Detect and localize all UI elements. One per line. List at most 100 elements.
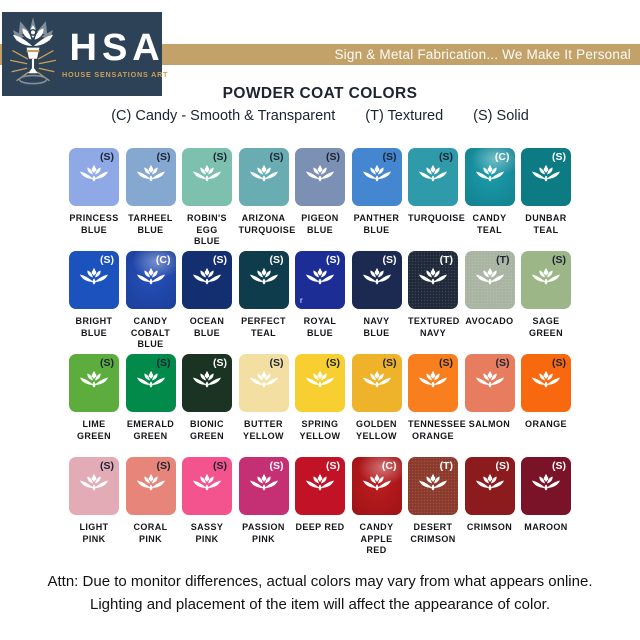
lotus-icon — [532, 268, 560, 285]
finish-code: (S) — [382, 254, 397, 266]
swatch-cell-coral-pink: (S) CORAL PINK — [125, 457, 176, 560]
swatch-name: DESERT CRIMSON — [410, 522, 456, 544]
finish-code: (S) — [100, 460, 114, 472]
finish-code: (S) — [552, 254, 566, 266]
lotus-icon — [249, 474, 278, 491]
swatch-light-pink: (S) — [69, 457, 119, 515]
lotus-icon — [136, 371, 165, 388]
legend-textured: (T) Textured — [365, 108, 444, 124]
swatch-golden-yellow: (S) — [351, 354, 402, 412]
swatch-cell-candy-cobalt-blue: (C) CANDY COBALT BLUE — [125, 251, 176, 354]
swatch-name: PERFECT TEAL — [241, 316, 286, 338]
swatch-cell-candy-teal: (C) CANDY TEAL — [464, 148, 515, 251]
lotus-icon — [136, 165, 165, 182]
finish-code: (S) — [213, 357, 227, 369]
finish-code: (S) — [100, 151, 114, 163]
logo-text: HSA HOUSE SENSATIONS ART — [62, 29, 168, 79]
lotus-icon — [80, 371, 108, 388]
lotus-icon — [306, 474, 334, 491]
lotus-icon — [80, 474, 108, 491]
swatch-cell-crimson: (S) CRIMSON — [464, 457, 515, 560]
swatch-name: NAVY BLUE — [363, 316, 390, 338]
swatch-candy-apple-red: (C) — [351, 457, 402, 515]
swatch-robin-s-egg-blue: (S) — [182, 148, 232, 206]
swatch-maroon: (S) — [521, 457, 571, 515]
lotus-icon — [362, 165, 391, 182]
swatch-cell-pigeon-blue: (S) PIGEON BLUE — [295, 148, 345, 251]
swatch-cell-salmon: (S) SALMON — [464, 354, 515, 457]
footer-line-1: Attn: Due to monitor differences, actual… — [47, 573, 593, 590]
finish-code: (C) — [155, 254, 171, 266]
finish-code: (S) — [439, 357, 453, 369]
swatch-cell-butter-yellow: (S) BUTTER YELLOW — [238, 354, 289, 457]
swatch-name: TURQUOISE — [408, 213, 466, 223]
swatch-dunbar-teal: (S) — [521, 148, 571, 206]
lotus-icon — [306, 268, 334, 285]
swatch-name: LIME GREEN — [76, 419, 111, 441]
stray-mark: r — [300, 296, 303, 305]
swatch-cell-desert-crimson: (T) DESERT CRIMSON — [408, 457, 458, 560]
swatch-textured-navy: (T) — [408, 251, 458, 309]
finish-code: (S) — [213, 460, 227, 472]
finish-code: (S) — [326, 357, 340, 369]
lotus-icon — [306, 165, 334, 182]
swatch-name: CANDY APPLE RED — [359, 522, 394, 555]
swatch-perfect-teal: (S) — [238, 251, 289, 309]
swatch-ocean-blue: (S) — [182, 251, 232, 309]
swatch-cell-tarheel-blue: (S) TARHEEL BLUE — [125, 148, 176, 251]
lotus-icon — [475, 474, 504, 491]
finish-code: (C) — [381, 460, 397, 472]
lotus-icon — [419, 268, 447, 285]
swatch-princess-blue: (S) — [69, 148, 119, 206]
lotus-icon — [193, 268, 221, 285]
legend-candy: (C) Candy - Smooth & Transparent — [111, 108, 336, 124]
swatch-cell-arizona-turquoise: (S) ARIZONA TURQUOISE — [238, 148, 296, 251]
finish-code: (S) — [495, 460, 510, 472]
finish-code: (S) — [100, 254, 114, 266]
footer-disclaimer: Attn: Due to monitor differences, actual… — [0, 570, 640, 616]
swatch-tennessee-orange: (S) — [408, 354, 458, 412]
swatch-cell-ocean-blue: (S) OCEAN BLUE — [182, 251, 232, 354]
lotus-icon — [362, 268, 391, 285]
swatch-deep-red: (S) — [295, 457, 345, 515]
swatch-name: BRIGHT BLUE — [75, 316, 113, 338]
swatch-name: MAROON — [524, 522, 568, 532]
lotus-icon — [419, 165, 447, 182]
swatch-cell-lime-green: (S) LIME GREEN — [69, 354, 119, 457]
swatch-arizona-turquoise: (S) — [238, 148, 289, 206]
finish-code: (S) — [269, 357, 284, 369]
swatch-name: BIONIC GREEN — [189, 419, 224, 441]
swatch-navy-blue: (S) — [351, 251, 402, 309]
swatch-name: SPRING YELLOW — [299, 419, 341, 441]
finish-code: (S) — [269, 460, 284, 472]
swatch-royal-blue: (S) r — [295, 251, 345, 309]
swatch-name: PANTHER BLUE — [353, 213, 400, 235]
swatch-name: SALMON — [468, 419, 511, 429]
page-title: POWDER COAT COLORS — [222, 85, 418, 102]
finish-code: (S) — [326, 151, 340, 163]
swatch-orange: (S) — [521, 354, 571, 412]
finish-code: (S) — [495, 357, 510, 369]
finish-code: (S) — [326, 460, 340, 472]
swatch-name: ORANGE — [525, 419, 567, 429]
swatch-sage-green: (S) — [521, 251, 571, 309]
swatch-name: GOLDEN YELLOW — [356, 419, 397, 441]
swatch-name: ARIZONA TURQUOISE — [238, 213, 296, 235]
finish-code: (S) — [156, 460, 171, 472]
lotus-icon — [475, 165, 504, 182]
swatch-emerald-green: (S) — [125, 354, 176, 412]
lotus-icon — [306, 371, 334, 388]
lotus-icon — [532, 371, 560, 388]
swatch-lime-green: (S) — [69, 354, 119, 412]
finish-code: (S) — [552, 151, 566, 163]
swatch-coral-pink: (S) — [125, 457, 176, 515]
swatch-salmon: (S) — [464, 354, 515, 412]
swatch-cell-emerald-green: (S) EMERALD GREEN — [125, 354, 176, 457]
swatch-name: CANDY COBALT BLUE — [130, 316, 171, 349]
swatch-name: TENNESSEE ORANGE — [408, 419, 467, 441]
swatch-bionic-green: (S) — [182, 354, 232, 412]
swatch-cell-maroon: (S) MAROON — [521, 457, 571, 560]
lotus-icon — [249, 371, 278, 388]
swatch-name: CRIMSON — [466, 522, 513, 532]
swatch-cell-royal-blue: (S) r ROYAL BLUE — [295, 251, 345, 354]
